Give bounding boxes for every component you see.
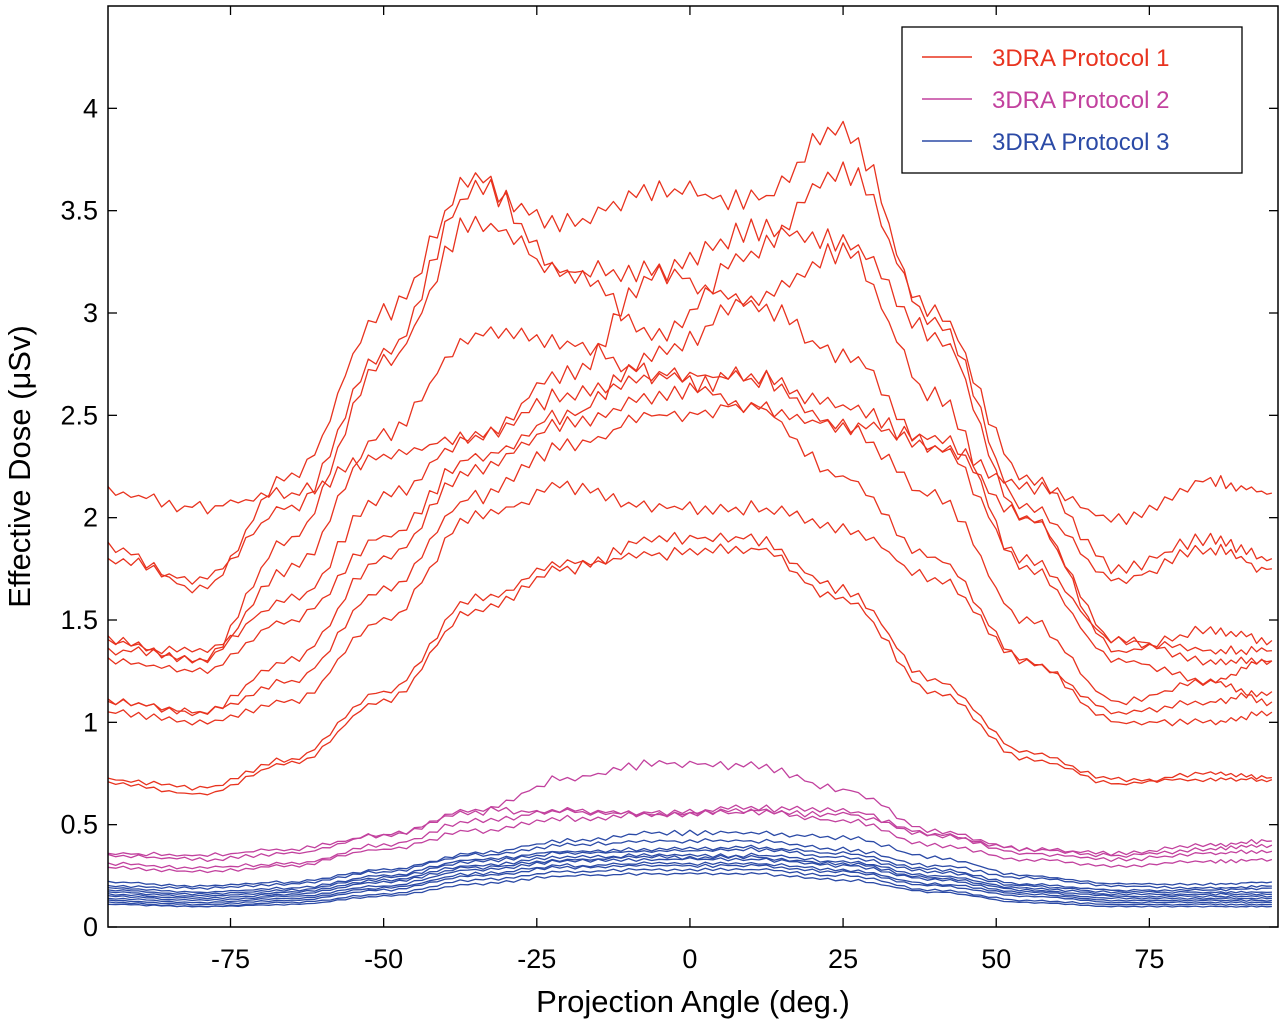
series-line-3dra-protocol-2-4 [108, 808, 1273, 874]
series-line-3dra-protocol-3-5 [108, 852, 1272, 898]
y-tick-label: 2 [83, 503, 98, 533]
series-line-3dra-protocol-1-4 [108, 215, 1272, 663]
series-line-3dra-protocol-3-1 [108, 829, 1273, 888]
y-tick-label: 1.5 [60, 605, 98, 635]
x-tick-label: 75 [1134, 944, 1164, 974]
series-line-3dra-protocol-1-12 [108, 543, 1272, 791]
x-tick-label: -75 [211, 944, 250, 974]
series-line-3dra-protocol-2-2 [108, 759, 1273, 863]
x-tick-label: 25 [828, 944, 858, 974]
x-tick-label: 0 [682, 944, 697, 974]
series-line-3dra-protocol-1-1 [108, 367, 1273, 526]
series-line-3dra-protocol-3-9 [108, 863, 1272, 906]
y-tick-label: 4 [83, 93, 98, 123]
legend-entry: 3DRA Protocol 2 [992, 87, 1169, 114]
series-line-3dra-protocol-3-6 [108, 854, 1272, 900]
series-lines [108, 120, 1273, 908]
series-line-3dra-protocol-1-9 [108, 401, 1273, 715]
y-tick-label: 2.5 [60, 400, 98, 430]
x-axis-label: Projection Angle (deg.) [536, 984, 850, 1019]
series-line-3dra-protocol-1-8 [108, 366, 1273, 717]
series-line-3dra-protocol-1-6 [108, 264, 1273, 666]
y-tick-label: 0 [83, 912, 98, 942]
series-line-3dra-protocol-1-5 [108, 326, 1273, 664]
series-line-3dra-protocol-3-2 [108, 838, 1272, 890]
legend: 3DRA Protocol 1 3DRA Protocol 2 3DRA Proto… [901, 26, 1243, 174]
series-line-3dra-protocol-1-10 [108, 480, 1273, 727]
series-line-3dra-protocol-3-10 [108, 867, 1272, 908]
axis-ticks: -75 -50 -25 0 25 50 75 0 0.5 1 1.5 2 2.5 3 3.5 4 [60, 6, 1278, 974]
legend-box [901, 26, 1243, 174]
plot-frame [107, 5, 1279, 928]
x-tick-label: -25 [517, 944, 556, 974]
series-line-3dra-protocol-1-3 [108, 120, 1272, 585]
x-tick-label: -50 [364, 944, 403, 974]
series-line-3dra-protocol-3-7 [108, 857, 1272, 902]
series-line-3dra-protocol-1-2 [108, 161, 1273, 594]
series-line-3dra-protocol-1-11 [108, 531, 1273, 796]
series-line-3dra-protocol-2-1 [108, 806, 1272, 857]
series-line-3dra-protocol-3-11 [108, 872, 1272, 908]
y-tick-label: 0.5 [60, 810, 98, 840]
series-line-3dra-protocol-3-4 [108, 846, 1272, 896]
series-line-3dra-protocol-1-7 [108, 242, 1273, 686]
series-line-3dra-protocol-2-3 [108, 804, 1273, 870]
y-tick-label: 3.5 [60, 196, 98, 226]
legend-entry: 3DRA Protocol 3 [992, 129, 1169, 156]
y-tick-label: 3 [83, 298, 98, 328]
series-line-3dra-protocol-3-3 [108, 844, 1272, 894]
y-axis-label: Effective Dose (μSv) [2, 325, 37, 608]
x-tick-label: 50 [981, 944, 1011, 974]
y-tick-label: 1 [83, 707, 98, 737]
legend-entry: 3DRA Protocol 1 [992, 45, 1169, 72]
series-line-3dra-protocol-3-8 [108, 861, 1273, 904]
